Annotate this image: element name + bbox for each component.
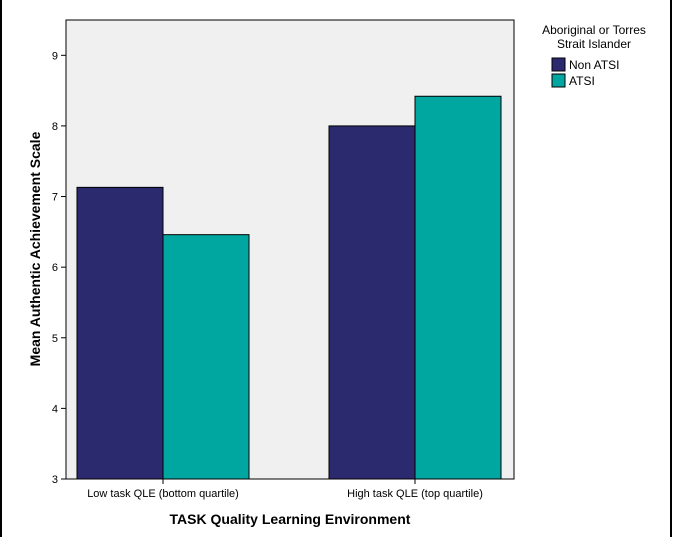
legend-items: Non ATSI ATSI <box>551 57 619 88</box>
legend-swatch-atsi <box>551 73 566 88</box>
legend: Aboriginal or Torres Strait Islander Non… <box>542 23 646 88</box>
x-tick-label: High task QLE (top quartile) <box>347 488 483 500</box>
y-axis-title: Mean Authentic Achievement Scale <box>27 131 43 366</box>
y-tick-label: 9 <box>52 50 58 62</box>
y-axis: 3 4 5 6 7 8 9 <box>52 50 66 486</box>
legend-label-non-atsi: Non ATSI <box>569 58 619 72</box>
y-tick-label: 7 <box>52 192 58 204</box>
y-tick-label: 8 <box>52 121 58 133</box>
y-tick-label: 4 <box>52 403 58 415</box>
legend-label-atsi: ATSI <box>569 74 595 88</box>
x-tick-label: Low task QLE (bottom quartile) <box>87 488 239 500</box>
y-tick-label: 6 <box>52 262 58 274</box>
bar-atsi-0 <box>162 234 250 480</box>
y-tick-label: 5 <box>52 333 58 345</box>
bar-non-atsi-0 <box>76 186 164 480</box>
bar-atsi-1 <box>414 95 502 480</box>
legend-swatch-non-atsi <box>551 57 566 72</box>
bar-non-atsi-1 <box>328 125 416 480</box>
x-axis: Low task QLE (bottom quartile) High task … <box>87 479 483 500</box>
y-tick-label: 3 <box>52 474 58 486</box>
legend-title-line-1: Aboriginal or Torres <box>542 23 646 37</box>
bars-group <box>76 95 502 480</box>
x-axis-title: TASK Quality Learning Environment <box>170 511 411 527</box>
legend-title-line-2: Strait Islander <box>557 37 631 51</box>
